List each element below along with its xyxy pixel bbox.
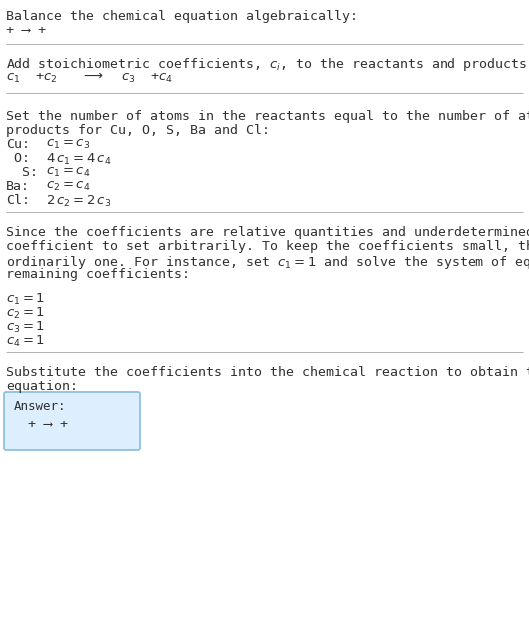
Text: coefficient to set arbitrarily. To keep the coefficients small, the arbitrary va: coefficient to set arbitrarily. To keep …: [6, 240, 529, 253]
Text: $c_1$  +$c_2$   $\longrightarrow$  $c_3$  +$c_4$: $c_1$ +$c_2$ $\longrightarrow$ $c_3$ +$c…: [6, 71, 173, 85]
Text: $c_1 = 1$: $c_1 = 1$: [6, 292, 45, 307]
Text: + ⟶ +: + ⟶ +: [28, 418, 68, 431]
Text: Substitute the coefficients into the chemical reaction to obtain the balanced: Substitute the coefficients into the che…: [6, 366, 529, 379]
FancyBboxPatch shape: [4, 392, 140, 450]
Text: $4\,c_1 = 4\,c_4$: $4\,c_1 = 4\,c_4$: [46, 152, 112, 167]
Text: $2\,c_2 = 2\,c_3$: $2\,c_2 = 2\,c_3$: [46, 194, 112, 209]
Text: Ba:: Ba:: [6, 180, 30, 193]
Text: Cu:: Cu:: [6, 138, 30, 151]
Text: Set the number of atoms in the reactants equal to the number of atoms in the: Set the number of atoms in the reactants…: [6, 110, 529, 123]
Text: $c_1 = c_4$: $c_1 = c_4$: [46, 166, 90, 179]
Text: $c_3 = 1$: $c_3 = 1$: [6, 320, 45, 335]
Text: Answer:: Answer:: [14, 400, 67, 413]
Text: equation:: equation:: [6, 380, 78, 393]
Text: Add stoichiometric coefficients, $c_i$, to the reactants and products:: Add stoichiometric coefficients, $c_i$, …: [6, 56, 529, 73]
Text: Cl:: Cl:: [6, 194, 30, 207]
Text: $c_2 = c_4$: $c_2 = c_4$: [46, 180, 90, 193]
Text: S:: S:: [6, 166, 38, 179]
Text: products for Cu, O, S, Ba and Cl:: products for Cu, O, S, Ba and Cl:: [6, 124, 270, 137]
Text: + ⟶ +: + ⟶ +: [6, 24, 46, 37]
Text: Since the coefficients are relative quantities and underdetermined, choose a: Since the coefficients are relative quan…: [6, 226, 529, 239]
Text: $c_2 = 1$: $c_2 = 1$: [6, 306, 45, 321]
Text: O:: O:: [6, 152, 30, 165]
Text: $c_1 = c_3$: $c_1 = c_3$: [46, 138, 90, 151]
Text: ordinarily one. For instance, set $c_1 = 1$ and solve the system of equations fo: ordinarily one. For instance, set $c_1 =…: [6, 254, 529, 271]
Text: $c_4 = 1$: $c_4 = 1$: [6, 334, 45, 349]
Text: remaining coefficients:: remaining coefficients:: [6, 268, 190, 281]
Text: Balance the chemical equation algebraically:: Balance the chemical equation algebraica…: [6, 10, 358, 23]
